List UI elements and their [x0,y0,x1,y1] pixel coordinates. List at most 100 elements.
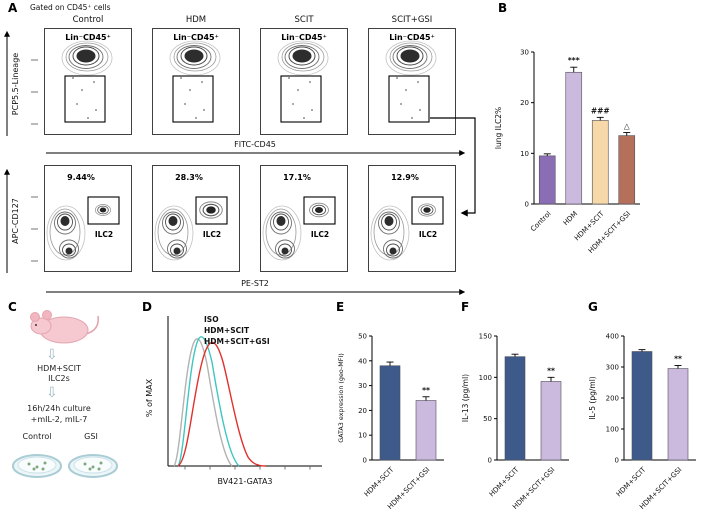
y-axis-label-cd127: APC-CD127 [11,198,20,244]
lung-ilc2-bar-chart: 0102030Control***HDM###HDM+SCIT△HDM+SCIT… [494,49,640,255]
ilc2-gate [195,196,228,225]
significance-annotation: *** [568,56,580,65]
ilc2-percentage: 17.1% [283,173,311,182]
ilc2-percentage: 9.44% [67,173,95,182]
panel-c: C ⇩ HDM+SCIT ILC2s ⇩ 16h/24h culture +mI… [4,298,136,523]
bar-HDM+SCIT [504,356,526,461]
lineage-gate [172,75,214,123]
ilc2-gate [87,196,120,225]
legend-hdm-scit: HDM+SCIT [204,326,250,335]
y-tick-label: 30 [520,49,529,57]
y-tick-label: 40 [358,357,367,365]
bar-HDM+SCIT+GSI [540,381,562,461]
ilc2-gate [303,196,336,225]
ilc2-population-contour [94,204,112,216]
mouse-tail [85,315,100,335]
lineage-gate [280,75,322,123]
bar-HDM+SCIT [631,351,653,461]
flow-plot-lineage-hdm: Lin⁻CD45⁺ [152,28,240,135]
x-category-label: HDM+SCIT [615,465,648,498]
y-axis-label: IL-5 (pg/ml) [588,376,597,419]
ilc2-gate-label: ILC2 [95,230,113,239]
dish-label-gsi: GSI [84,432,98,441]
y-tick-label: 100 [606,426,619,434]
lineage-gate [64,75,106,123]
flow-plot-ilc2-control: 9.44% ILC2 [44,165,132,272]
y-tick-label: 150 [479,333,492,341]
ilc2-population-contour [417,203,437,217]
x-axis-label-pe-st2: PE-ST2 [241,279,269,288]
down-arrow-icon: ⇩ [46,347,58,363]
significance-annotation: ### [591,106,610,115]
panel-d: D % of MAX ISO HDM+SCIT HDM+SCIT+GSI BV4… [138,298,336,523]
bar-HDM [565,71,583,205]
cells-label-line1: HDM+SCIT [37,364,81,373]
lineage-gate [388,75,430,123]
flow-plot-lineage-scit: Lin⁻CD45⁺ [260,28,348,135]
culture-dishes [12,454,118,478]
panel-e-label: E [336,300,345,314]
y-axis-label: GATA3 expression (geo-MFI) [337,353,345,443]
panel-a-label: A [8,1,18,15]
y-tick-label: 50 [358,333,367,341]
ilc2-gate-label: ILC2 [419,230,437,239]
gating-note: Gated on CD45⁺ cells [30,3,111,12]
lineage-gate-label: Lin⁻CD45⁺ [173,33,219,42]
hdm-scit-gsi-curve [177,336,240,467]
x-category-label: HDM+SCIT [363,465,396,498]
condition-title-control: Control [72,15,104,25]
panel-f: F 0 50 100 150 HDM+SCIT ** HDM+SCIT+GSI IL-13 (… [457,298,582,523]
dish-label-control: Control [22,432,52,441]
y-tick-label: 100 [479,374,492,382]
y-tick-label: 400 [606,333,619,341]
panel-f-label: F [461,300,470,314]
panel-a: A Gated on CD45⁺ cells Control HDM SCIT … [0,0,492,298]
x-category-label: HDM [562,210,579,227]
control-dish-icon [12,454,62,478]
bar-HDM+SCIT [379,365,401,461]
legend-hdm-scit-gsi: HDM+SCIT+GSI [204,337,270,346]
panel-b-label: B [498,1,508,15]
ilc2-percentage: 12.9% [391,173,419,182]
y-tick-label: 0 [615,457,619,465]
down-arrow-icon: ⇩ [46,385,58,401]
panel-b: B 0 10 20 30 Control *** HDM ### HDM+SCIT △ HDM+SC… [490,0,708,296]
y-tick-label: 0 [525,201,529,209]
histogram-y-label: % of MAX [145,378,154,417]
y-tick-label: 20 [358,407,367,415]
y-tick-label: 0 [363,457,367,465]
flow-plot-lineage-scit-gsi: Lin⁻CD45⁺ [368,28,456,135]
significance-annotation: ** [422,386,430,395]
y-tick-label: 50 [483,415,492,423]
mouse-ear [42,310,52,320]
flow-plot-ilc2-hdm: 28.3% ILC2 [152,165,240,272]
panel-d-label: D [142,300,152,314]
y-tick-label: 30 [358,382,367,390]
significance-annotation: ** [547,366,555,375]
panel-g: G 0 100 200 300 400 HDM+SCIT ** HDM+SCIT+GSI IL-… [584,298,708,523]
x-category-label: Control [529,210,553,234]
bar-HDM+SCIT+GSI [415,400,437,461]
cells-label-line2: ILC2s [48,374,70,383]
condition-title-hdm: HDM [185,15,207,25]
bar-HDM+SCIT+GSI [667,368,689,461]
y-axis-label-lineage: PCP5.5-Lineage [11,53,20,115]
mouse-icon [30,310,100,344]
gsi-dish-icon [68,454,118,478]
condition-title-scit-gsi: SCIT+GSI [391,15,433,25]
culture-label-line2: +mIL-2, mIL-7 [30,415,88,424]
panel-c-label: C [8,300,17,314]
significance-annotation: ** [674,354,682,363]
y-tick-label: 10 [520,150,529,158]
y-axis-label: IL-13 (pg/ml) [461,374,470,422]
ilc2-population-contour [199,201,223,219]
y-tick-label: 200 [606,395,619,403]
culture-label-line1: 16h/24h culture [27,404,91,413]
lineage-gate-label: Lin⁻CD45⁺ [281,33,327,42]
lineage-gate-label: Lin⁻CD45⁺ [389,33,435,42]
gata3-histogram: % of MAX ISO HDM+SCIT HDM+SCIT+GSI BV421… [145,315,322,486]
panel-e: E 0 10 20 30 40 50 HDM+SCIT ** HDM+SCIT+GSI GATA3… [332,298,457,523]
